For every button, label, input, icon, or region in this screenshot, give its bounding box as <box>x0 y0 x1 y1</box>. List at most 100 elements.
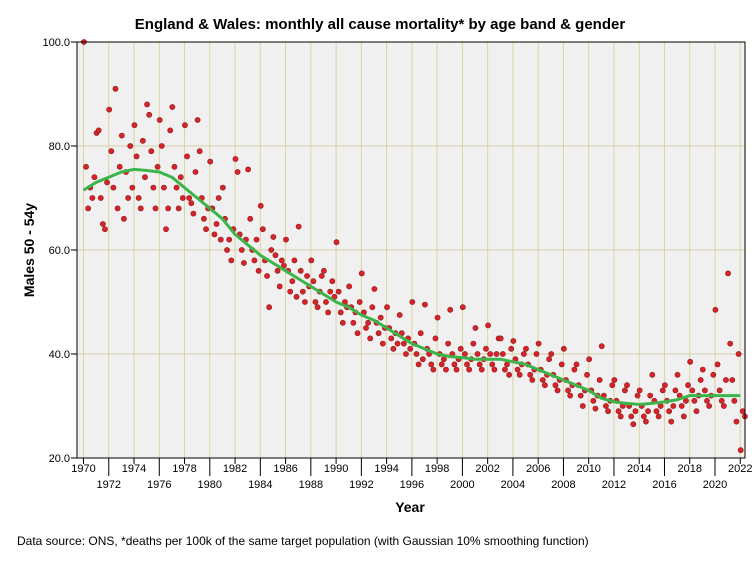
data-point <box>672 387 679 394</box>
data-point <box>190 210 197 217</box>
data-point <box>628 413 635 420</box>
x-tick-label: 1988 <box>299 479 323 491</box>
data-point <box>135 195 142 201</box>
data-point <box>434 314 441 321</box>
data-point <box>596 377 603 383</box>
data-point <box>451 361 458 368</box>
data-point <box>270 234 277 240</box>
data-point <box>354 330 361 337</box>
data-point <box>177 174 184 181</box>
data-point <box>152 205 159 212</box>
data-point <box>438 361 445 368</box>
data-point <box>598 343 605 350</box>
x-tick-label: 1970 <box>71 463 95 475</box>
data-point <box>487 351 494 357</box>
x-tick-label: 2008 <box>551 479 575 491</box>
data-point <box>624 382 630 389</box>
data-point <box>670 403 677 409</box>
data-point <box>497 335 504 342</box>
data-point <box>727 340 734 347</box>
data-point <box>466 366 473 373</box>
data-point <box>491 366 498 373</box>
data-point <box>95 127 102 134</box>
data-point <box>567 392 574 399</box>
x-tick-label: 1996 <box>400 479 424 491</box>
data-point <box>129 184 136 191</box>
data-point <box>112 85 119 92</box>
data-point <box>188 200 195 207</box>
data-point <box>312 299 319 305</box>
data-point <box>241 260 247 266</box>
data-point <box>278 257 285 264</box>
data-point <box>116 163 123 170</box>
data-point <box>165 205 172 212</box>
data-point <box>737 447 744 454</box>
data-point <box>379 340 386 347</box>
data-point <box>413 351 420 357</box>
data-point <box>339 319 346 326</box>
data-point <box>617 413 624 420</box>
data-point <box>725 270 731 277</box>
data-point <box>259 226 266 233</box>
data-point <box>318 273 325 279</box>
data-point <box>257 202 264 209</box>
data-point <box>735 351 742 357</box>
data-point <box>419 356 426 363</box>
data-point <box>529 377 536 383</box>
y-axis-label: Males 50 - 54y <box>21 203 37 297</box>
data-point <box>462 351 468 357</box>
data-point <box>125 195 132 201</box>
data-point <box>287 288 294 295</box>
data-point <box>384 304 390 311</box>
data-point <box>171 163 178 170</box>
x-tick-label: 2006 <box>526 463 550 475</box>
data-point <box>516 371 523 378</box>
data-point <box>194 117 201 123</box>
data-point <box>489 361 496 368</box>
data-point <box>226 236 233 243</box>
data-point <box>407 345 414 352</box>
data-point <box>186 195 193 201</box>
data-point <box>228 257 235 264</box>
data-point <box>666 408 673 415</box>
x-tick-label: 2016 <box>652 479 676 491</box>
data-point <box>158 143 165 149</box>
data-point <box>137 205 144 212</box>
x-tick-label: 2004 <box>501 479 525 491</box>
data-point <box>720 403 727 409</box>
data-point <box>238 247 245 253</box>
data-point <box>649 371 656 378</box>
data-point <box>457 345 464 352</box>
data-point <box>104 179 110 186</box>
data-point <box>615 408 622 415</box>
data-point <box>527 371 534 378</box>
data-point <box>445 340 451 347</box>
data-point <box>668 418 675 425</box>
x-tick-label: 1972 <box>97 479 121 491</box>
data-point <box>283 236 289 243</box>
data-point <box>255 267 262 274</box>
data-point <box>632 408 639 415</box>
data-point <box>211 231 218 238</box>
data-point <box>590 397 597 404</box>
data-point <box>91 174 98 181</box>
data-point <box>323 299 329 305</box>
data-point <box>546 356 553 363</box>
data-point <box>430 366 437 373</box>
data-point <box>245 166 252 173</box>
data-point <box>502 366 508 373</box>
data-point <box>504 361 510 368</box>
data-point <box>723 377 729 383</box>
data-point <box>310 278 317 285</box>
data-point <box>453 366 460 373</box>
data-point <box>432 335 439 342</box>
data-point <box>83 163 89 170</box>
data-point <box>485 322 491 329</box>
data-point <box>472 325 479 331</box>
data-point <box>691 397 698 404</box>
data-point <box>611 377 618 383</box>
data-point <box>699 366 706 373</box>
x-tick-label: 2018 <box>677 463 701 475</box>
data-point <box>733 418 740 425</box>
